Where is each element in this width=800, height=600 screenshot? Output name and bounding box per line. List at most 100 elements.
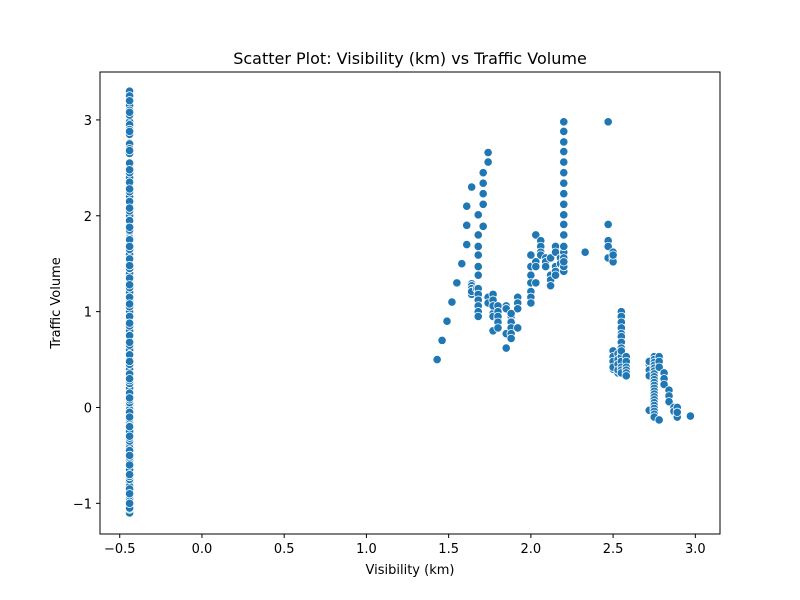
data-point: [580, 247, 590, 257]
data-point: [473, 311, 483, 322]
data-point: [621, 371, 631, 381]
data-point: [616, 346, 626, 356]
data-point: [603, 219, 613, 229]
data-point: [559, 257, 569, 267]
data-point: [559, 178, 569, 188]
data-point: [608, 250, 618, 260]
data-point: [462, 220, 472, 230]
data-point: [462, 201, 472, 211]
data-point: [559, 146, 569, 157]
data-point: [125, 299, 135, 309]
y-axis-label: Traffic Volume: [49, 257, 64, 350]
data-point: [478, 168, 488, 178]
data-point: [659, 379, 669, 390]
y-tick-label: 1: [84, 306, 92, 321]
data-point: [473, 241, 483, 252]
data-point: [462, 239, 472, 250]
data-point: [478, 199, 488, 209]
data-point: [125, 203, 135, 213]
x-axis-ticks: −0.5 0.0 0.5 1.0 1.5 2.0 2.5 3.0: [104, 534, 706, 557]
data-point: [125, 356, 135, 367]
data-point: [473, 210, 483, 220]
data-point: [559, 199, 569, 209]
data-point: [125, 146, 135, 156]
data-point: [125, 337, 135, 347]
x-tick-label: 1.5: [438, 542, 459, 557]
data-point: [125, 469, 135, 480]
data-point: [664, 397, 674, 407]
data-point: [501, 343, 511, 353]
data-point: [531, 230, 541, 240]
data-point: [546, 281, 556, 291]
data-point: [125, 107, 135, 117]
y-tick-label: −1: [73, 497, 92, 512]
data-point: [559, 117, 569, 127]
data-point: [473, 230, 483, 240]
data-point: [531, 261, 541, 272]
chart-title: Scatter Plot: Visibility (km) vs Traffic…: [233, 49, 587, 68]
data-point: [125, 126, 135, 137]
data-point: [442, 316, 452, 326]
y-tick-label: 2: [84, 210, 92, 225]
data-point: [125, 280, 135, 290]
data-point: [125, 318, 135, 328]
data-point: [452, 278, 462, 288]
data-point: [654, 362, 664, 372]
data-point: [493, 323, 503, 333]
data-point: [526, 298, 536, 308]
data-point: [125, 374, 135, 384]
data-point: [483, 157, 493, 167]
data-point: [473, 270, 483, 280]
x-tick-label: 2.0: [521, 542, 542, 557]
data-point: [447, 297, 457, 307]
data-point: [125, 222, 135, 232]
data-point: [526, 250, 536, 260]
data-point: [559, 230, 569, 240]
data-point: [483, 147, 493, 158]
data-point: [125, 498, 135, 508]
data-point: [125, 489, 135, 499]
data-point: [473, 250, 483, 260]
data-point: [437, 335, 447, 345]
data-point: [125, 165, 135, 175]
data-point: [506, 333, 516, 344]
data-point: [467, 182, 477, 192]
data-point: [432, 354, 442, 365]
x-axis-label: Visibility (km): [366, 563, 455, 578]
data-point: [506, 308, 516, 319]
data-point: [559, 137, 569, 147]
data-point: [478, 221, 488, 231]
data-point: [125, 460, 135, 470]
data-point: [125, 96, 135, 106]
data-point: [546, 253, 556, 263]
x-tick-label: 1.0: [356, 542, 377, 557]
data-point: [654, 415, 664, 425]
data-point: [478, 189, 488, 199]
data-point: [541, 261, 551, 272]
data-points: [125, 86, 696, 518]
data-point: [125, 393, 135, 403]
x-tick-label: 2.5: [603, 542, 624, 557]
data-point: [513, 304, 523, 314]
data-point: [125, 431, 135, 441]
data-point: [125, 422, 135, 432]
y-tick-label: 0: [84, 401, 92, 416]
data-point: [559, 189, 569, 199]
data-point: [559, 219, 569, 229]
data-point: [559, 168, 569, 178]
data-point: [125, 261, 135, 271]
data-point: [125, 412, 135, 422]
y-tick-label: 3: [84, 114, 92, 129]
x-tick-label: −0.5: [104, 542, 136, 557]
x-tick-label: 0.5: [274, 542, 295, 557]
data-point: [531, 278, 541, 288]
data-point: [603, 241, 613, 252]
data-point: [685, 411, 696, 421]
x-tick-label: 3.0: [685, 542, 706, 557]
data-point: [526, 270, 536, 280]
data-point: [550, 270, 561, 280]
y-axis-ticks: −1 0 1 2 3: [73, 114, 100, 512]
data-point: [125, 241, 135, 252]
